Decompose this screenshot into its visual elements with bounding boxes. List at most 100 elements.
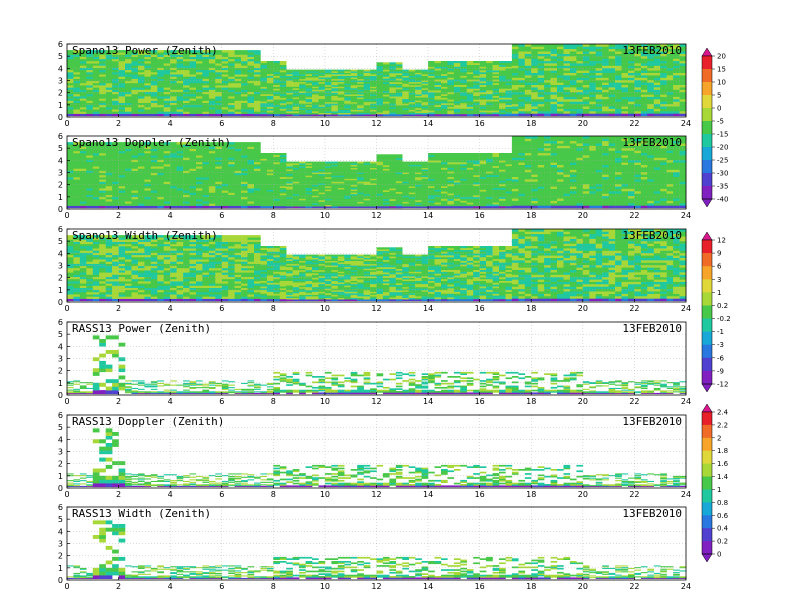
data-cell bbox=[99, 70, 106, 73]
data-cell bbox=[422, 82, 429, 84]
data-cell bbox=[435, 109, 442, 111]
data-cell bbox=[435, 173, 442, 175]
data-cell bbox=[119, 168, 126, 171]
data-cell bbox=[222, 190, 229, 193]
data-cell bbox=[183, 188, 190, 191]
data-cell bbox=[370, 203, 377, 205]
data-cell bbox=[499, 105, 506, 107]
data-cell bbox=[454, 157, 461, 159]
data-cell bbox=[589, 101, 596, 104]
data-cell bbox=[248, 149, 255, 152]
data-cell bbox=[435, 90, 442, 92]
data-cell bbox=[106, 197, 113, 200]
data-cell bbox=[273, 76, 280, 78]
data-cell bbox=[596, 44, 603, 47]
data-cell bbox=[125, 184, 132, 187]
data-cell bbox=[241, 142, 248, 145]
data-cell bbox=[544, 51, 551, 54]
data-cell bbox=[389, 71, 396, 73]
data-cell bbox=[576, 78, 583, 81]
data-cell bbox=[428, 72, 435, 74]
data-cell bbox=[112, 94, 119, 97]
data-cell bbox=[583, 97, 590, 100]
data-cell bbox=[273, 188, 280, 190]
data-cell bbox=[99, 157, 106, 160]
data-cell bbox=[119, 186, 126, 189]
data-cell bbox=[435, 110, 442, 112]
data-cell bbox=[435, 184, 442, 186]
data-cell bbox=[525, 90, 532, 93]
data-cell bbox=[596, 49, 603, 52]
data-cell bbox=[331, 100, 338, 102]
data-cell bbox=[228, 177, 235, 180]
data-cell bbox=[267, 70, 274, 72]
data-cell bbox=[235, 206, 242, 209]
data-cell bbox=[473, 166, 480, 168]
data-cell bbox=[106, 160, 113, 163]
data-cell bbox=[170, 197, 177, 200]
data-cell bbox=[377, 110, 384, 112]
data-cell bbox=[486, 204, 493, 206]
data-cell bbox=[157, 83, 164, 86]
data-cell bbox=[564, 101, 571, 104]
data-cell bbox=[202, 177, 209, 180]
data-cell bbox=[460, 160, 467, 162]
data-cell bbox=[428, 112, 435, 114]
data-cell bbox=[196, 168, 203, 171]
data-cell bbox=[267, 98, 274, 100]
data-cell bbox=[357, 177, 364, 179]
data-cell bbox=[267, 190, 274, 192]
data-cell bbox=[428, 199, 435, 201]
data-cell bbox=[628, 101, 635, 104]
data-cell bbox=[235, 96, 242, 99]
data-cell bbox=[202, 68, 209, 71]
data-cell bbox=[467, 94, 474, 96]
data-cell bbox=[280, 168, 287, 170]
data-cell bbox=[151, 85, 158, 88]
data-cell bbox=[428, 193, 435, 195]
data-cell bbox=[506, 98, 513, 100]
data-cell bbox=[415, 90, 422, 92]
data-cell bbox=[377, 188, 384, 190]
data-cell bbox=[647, 111, 654, 114]
data-cell bbox=[589, 97, 596, 100]
data-cell bbox=[538, 63, 545, 66]
data-cell bbox=[170, 63, 177, 65]
data-cell bbox=[273, 201, 280, 203]
data-cell bbox=[151, 111, 158, 114]
data-cell bbox=[538, 75, 545, 78]
data-cell bbox=[583, 44, 590, 47]
data-cell bbox=[177, 206, 184, 209]
data-cell bbox=[512, 104, 519, 107]
data-cell bbox=[396, 192, 403, 194]
data-cell bbox=[177, 72, 184, 75]
data-cell bbox=[196, 188, 203, 191]
data-cell bbox=[157, 96, 164, 99]
data-cell bbox=[215, 177, 222, 180]
data-cell bbox=[144, 92, 151, 95]
data-cell bbox=[170, 90, 177, 93]
data-cell bbox=[215, 114, 222, 117]
data-cell bbox=[467, 87, 474, 89]
data-cell bbox=[447, 88, 454, 90]
data-cell bbox=[428, 92, 435, 94]
data-cell bbox=[299, 162, 306, 164]
data-cell bbox=[267, 107, 274, 109]
data-cell bbox=[80, 203, 87, 206]
data-cell bbox=[622, 97, 629, 100]
data-cell bbox=[228, 70, 235, 73]
data-cell bbox=[67, 190, 74, 193]
data-cell bbox=[441, 112, 448, 114]
data-cell bbox=[596, 56, 603, 59]
data-cell bbox=[447, 83, 454, 85]
data-cell bbox=[235, 197, 242, 200]
data-cell bbox=[557, 85, 564, 88]
data-cell bbox=[241, 109, 248, 112]
data-cell bbox=[222, 87, 229, 90]
data-cell bbox=[215, 83, 222, 86]
data-cell bbox=[512, 113, 519, 116]
data-cell bbox=[119, 160, 126, 163]
data-cell bbox=[544, 87, 551, 90]
data-cell bbox=[260, 70, 267, 72]
data-cell bbox=[144, 72, 151, 75]
